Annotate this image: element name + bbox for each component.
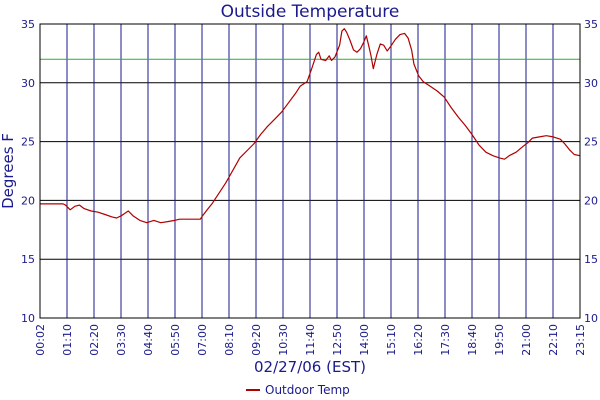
x-tick-label: 11:40 (304, 324, 317, 356)
x-tick-label: 10:30 (277, 324, 290, 356)
legend-label: Outdoor Temp (265, 383, 350, 397)
y-tick-label-left: 15 (21, 253, 35, 266)
legend: Outdoor Temp (246, 383, 350, 397)
x-tick-label: 00:02 (34, 324, 47, 356)
y-tick-label-right: 30 (584, 77, 598, 90)
y-tick-labels-right: 10 15 20 25 30 35 (584, 18, 598, 325)
y-tick-label-left: 25 (21, 136, 35, 149)
y-tick-label-left: 35 (21, 18, 35, 31)
y-tick-label-right: 25 (584, 136, 598, 149)
plot-border (39, 23, 581, 319)
x-tick-label: 02:20 (88, 324, 101, 356)
y-tick-label-left: 10 (21, 312, 35, 325)
series-group (40, 28, 581, 224)
x-tick-label: 23:15 (574, 324, 587, 356)
x-tick-label: 18:40 (466, 324, 479, 356)
series-line-outdoor-temp (40, 28, 581, 224)
x-tick-label: 05:50 (169, 324, 182, 356)
y-tick-labels-left: 10 15 20 25 30 35 (21, 18, 35, 325)
y-tick-label-right: 20 (584, 194, 598, 207)
x-tick-label: 14:00 (358, 324, 371, 356)
y-axis-title: Degrees F (0, 133, 17, 209)
x-tick-label: 19:50 (493, 324, 506, 356)
x-tick-label: 21:00 (520, 324, 533, 356)
chart-title: Outside Temperature (221, 2, 400, 22)
y-tick-label-right: 10 (584, 312, 598, 325)
x-tick-labels: 00:02 01:10 02:20 03:30 04:40 05:50 07:00 08:10… (34, 324, 587, 356)
x-tick-label: 04:40 (142, 324, 155, 356)
x-tick-label: 01:10 (61, 324, 74, 356)
x-tick-label: 22:10 (547, 324, 560, 356)
grid-lines (39, 23, 581, 319)
x-tick-label: 07:00 (196, 324, 209, 356)
x-tick-label: 08:10 (223, 324, 236, 356)
x-tick-label: 09:20 (250, 324, 263, 356)
x-tick-label: 17:30 (439, 324, 452, 356)
x-axis-title: 02/27/06 (EST) (254, 358, 366, 376)
x-tick-label: 03:30 (115, 324, 128, 356)
y-tick-label-left: 30 (21, 77, 35, 90)
y-tick-label-right: 35 (584, 18, 598, 31)
x-tick-label: 15:10 (385, 324, 398, 356)
y-tick-label-left: 20 (21, 194, 35, 207)
x-tick-label: 12:50 (331, 324, 344, 356)
x-tick-label: 16:20 (412, 324, 425, 356)
y-tick-label-right: 15 (584, 253, 598, 266)
